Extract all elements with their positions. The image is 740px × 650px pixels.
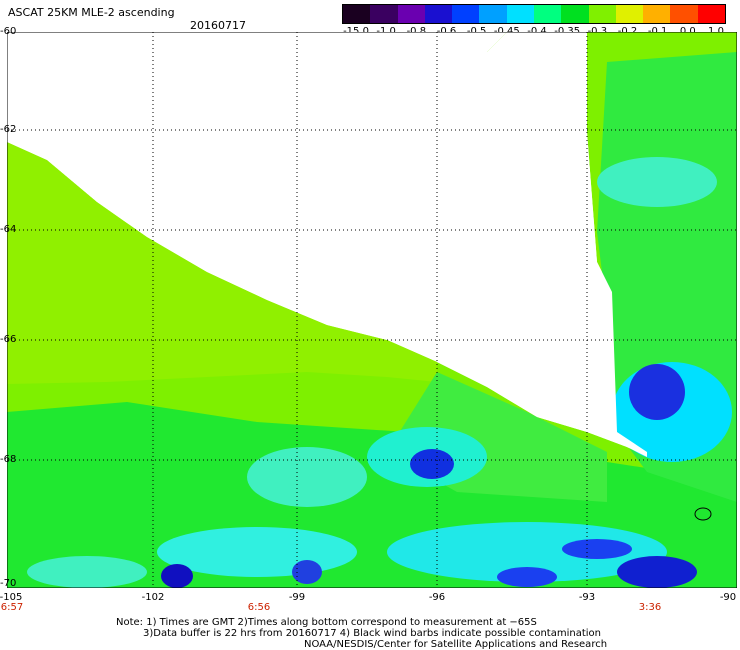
swath-gap bbox=[7, 32, 647, 457]
time-label: 6:57 bbox=[0, 602, 24, 613]
colorbar-segment bbox=[343, 5, 371, 23]
swath-upper-left bbox=[7, 142, 437, 384]
latitude-label: -62 bbox=[0, 124, 17, 135]
cyan-patch-2 bbox=[247, 447, 367, 507]
cyan-patch-4 bbox=[387, 522, 667, 582]
latitude-label: -60 bbox=[0, 26, 17, 37]
colorbar-segment bbox=[452, 5, 480, 23]
colorbar-segment bbox=[370, 5, 399, 23]
time-label: 3:36 bbox=[638, 602, 662, 613]
colorbar-segment bbox=[479, 5, 508, 23]
time-label: 6:56 bbox=[247, 602, 271, 613]
colorbar-segment bbox=[561, 5, 590, 23]
longitude-label: -96 bbox=[428, 592, 446, 603]
blue-patch-4 bbox=[497, 567, 557, 587]
colorbar-segment bbox=[397, 5, 426, 23]
swath-map bbox=[7, 32, 737, 588]
longitude-label: -105 bbox=[0, 592, 23, 603]
grid-lines bbox=[7, 32, 737, 588]
blue-patch-3 bbox=[617, 556, 697, 588]
colorbar-segment bbox=[506, 5, 535, 23]
latitude-label: -64 bbox=[0, 224, 17, 235]
longitude-label: -90 bbox=[719, 592, 737, 603]
note-line-1: Note: 1) Times are GMT 2)Times along bot… bbox=[116, 617, 537, 628]
latitude-label: -68 bbox=[0, 454, 17, 465]
product-date: 20160717 bbox=[190, 19, 246, 32]
cyan-patch-7 bbox=[27, 556, 147, 588]
longitude-label: -102 bbox=[141, 592, 165, 603]
product-title: ASCAT 25KM MLE-2 ascending bbox=[8, 6, 175, 19]
colorbar-segment bbox=[643, 5, 671, 23]
latitude-label: -70 bbox=[0, 578, 17, 589]
colorbar-segment bbox=[615, 5, 644, 23]
colorbar-segment bbox=[424, 5, 453, 23]
blue-patch-7 bbox=[292, 560, 322, 584]
note-line-3: NOAA/NESDIS/Center for Satellite Applica… bbox=[304, 639, 608, 650]
note-line-2: 3)Data buffer is 22 hrs from 20160717 4)… bbox=[143, 628, 601, 639]
colorbar bbox=[342, 4, 726, 24]
cyan-patch-5 bbox=[597, 157, 717, 207]
blue-patch-2 bbox=[629, 364, 685, 420]
colorbar-segment bbox=[534, 5, 562, 23]
blue-patch-6 bbox=[161, 564, 193, 588]
colorbar-segment bbox=[670, 5, 699, 23]
blue-patch-5 bbox=[562, 539, 632, 559]
blue-patch-1 bbox=[410, 449, 454, 479]
longitude-label: -99 bbox=[288, 592, 306, 603]
latitude-label: -66 bbox=[0, 334, 17, 345]
contamination-marker bbox=[694, 507, 712, 521]
colorbar-segment bbox=[697, 5, 726, 23]
colorbar-segment bbox=[588, 5, 617, 23]
longitude-label: -93 bbox=[578, 592, 596, 603]
